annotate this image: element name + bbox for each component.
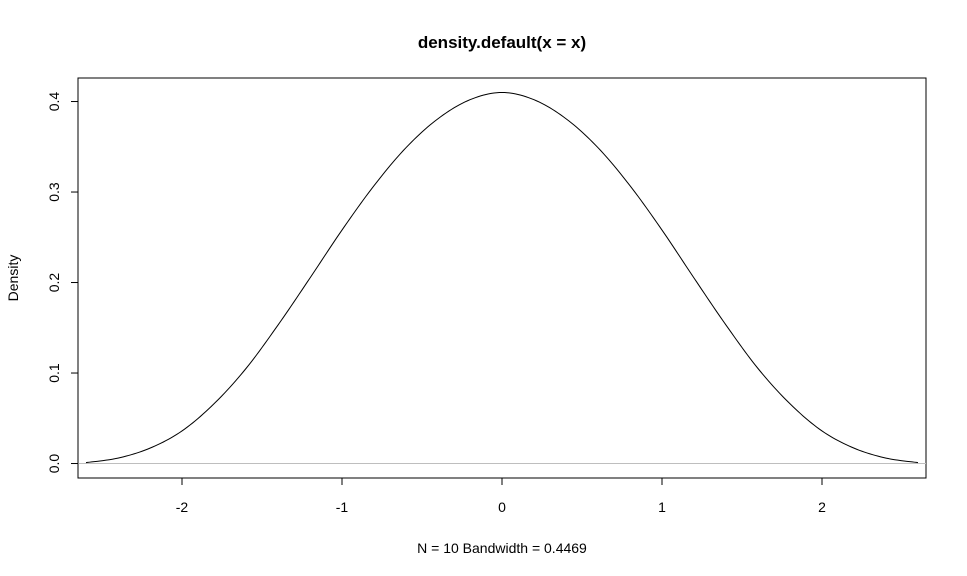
plot-frame	[77, 77, 927, 479]
y-tick-label: 0.3	[46, 182, 62, 202]
y-axis: 0.0 0.1 0.2 0.3 0.4	[46, 92, 79, 474]
x-tick-label: -2	[176, 499, 189, 515]
y-tick-label: 0.2	[46, 273, 62, 293]
x-tick-label: 1	[658, 499, 666, 515]
y-axis-label: Density	[5, 255, 21, 302]
x-axis-label: N = 10 Bandwidth = 0.4469	[417, 540, 587, 556]
chart-title: density.default(x = x)	[418, 33, 586, 52]
x-tick-label: 2	[818, 499, 826, 515]
y-tick-label: 0.4	[46, 92, 62, 112]
x-axis: -2 -1 0 1 2	[176, 477, 826, 515]
y-tick-label: 0.0	[46, 454, 62, 474]
y-tick-label: 0.1	[46, 363, 62, 383]
x-tick-label: 0	[498, 499, 506, 515]
x-tick-label: -1	[336, 499, 349, 515]
density-curve	[85, 91, 919, 464]
